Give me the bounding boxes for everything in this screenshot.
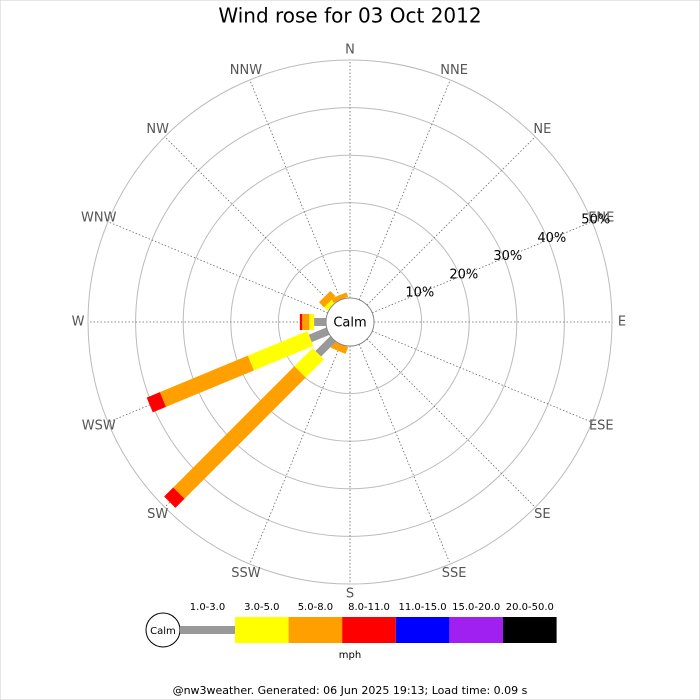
direction-label: NW [146,122,169,137]
direction-label: SSW [231,566,261,581]
spoke [372,221,593,314]
spoke [249,79,342,300]
ring [182,154,518,490]
bar-segment [309,314,315,330]
bar-segment [173,366,306,499]
direction-label: ESE [589,419,614,434]
legend-swatch [342,617,396,643]
direction-label: SE [534,507,550,522]
ring-label: 10% [405,286,434,301]
spoke [372,330,593,423]
direction-label: ENE [588,210,614,225]
legend-label: 8.0-11.0 [348,602,390,613]
legend-label: 20.0-50.0 [506,602,554,613]
spoke [358,79,451,300]
bar-segment [331,292,349,303]
legend-label: 3.0-5.0 [244,602,279,613]
chart-title: Wind rose for 03 Oct 2012 [218,4,481,28]
bar-segment [314,318,327,326]
spoke [107,221,328,314]
bar-segment [247,331,314,371]
legend-swatch [395,617,450,643]
legend-label: 5.0-8.0 [298,602,333,613]
bar-segment [299,314,303,330]
legend-label: 11.0-15.0 [399,602,447,613]
direction-label: SSE [442,566,467,581]
direction-label: E [618,315,626,330]
bar-segment [308,327,330,343]
legend-swatch [288,617,343,643]
direction-label: NNE [440,63,468,78]
bar-segment [159,355,254,407]
bar-segment [164,487,185,508]
direction-label: S [346,587,354,602]
bar-segment [315,336,336,357]
legend-swatch [235,617,289,643]
ring-label: 20% [449,267,478,282]
bar-segment [302,314,310,330]
legend-swatch [180,626,235,634]
ring-label: 50% [581,213,610,228]
bar-segment [330,341,349,354]
legend-label: 1.0-3.0 [190,602,225,613]
spoke [358,344,451,565]
calm-label: Calm [333,316,366,331]
legend-label: 15.0-20.0 [452,602,500,613]
unit-label: mph [339,650,361,661]
legend-swatch [449,617,503,643]
footer: @nw3weather. Generated: 06 Jun 2025 19:1… [173,684,528,697]
bar-segment [146,392,166,413]
direction-label: SW [147,507,168,522]
spoke [164,136,334,306]
bar-segment [318,290,336,308]
spoke [366,338,536,508]
ring-label: 30% [493,249,522,264]
direction-label: W [72,315,85,330]
legend: Calm 1.0-3.0 3.0-5.0 5.0-8.0 8.0-11.0 11.0-1… [145,602,557,648]
bars [146,290,349,508]
direction-label: N [345,43,355,58]
legend-swatch [503,617,557,643]
spoke [249,344,342,565]
direction-label: NE [533,122,551,137]
bar-segment [294,348,324,378]
spoke [366,136,536,306]
direction-label: NNW [230,63,262,78]
calm-circle [325,297,375,347]
ring-label: 40% [537,231,566,246]
legend-calm-label: Calm [150,626,176,637]
ring [87,59,613,585]
ring [277,249,423,395]
grid: N NNE NE ENE E ESE SE SSE S SSW SW WSW W WNW NW NNW 10% 2… [72,43,627,602]
direction-label: WNW [81,210,117,225]
direction-label: WSW [82,419,116,434]
